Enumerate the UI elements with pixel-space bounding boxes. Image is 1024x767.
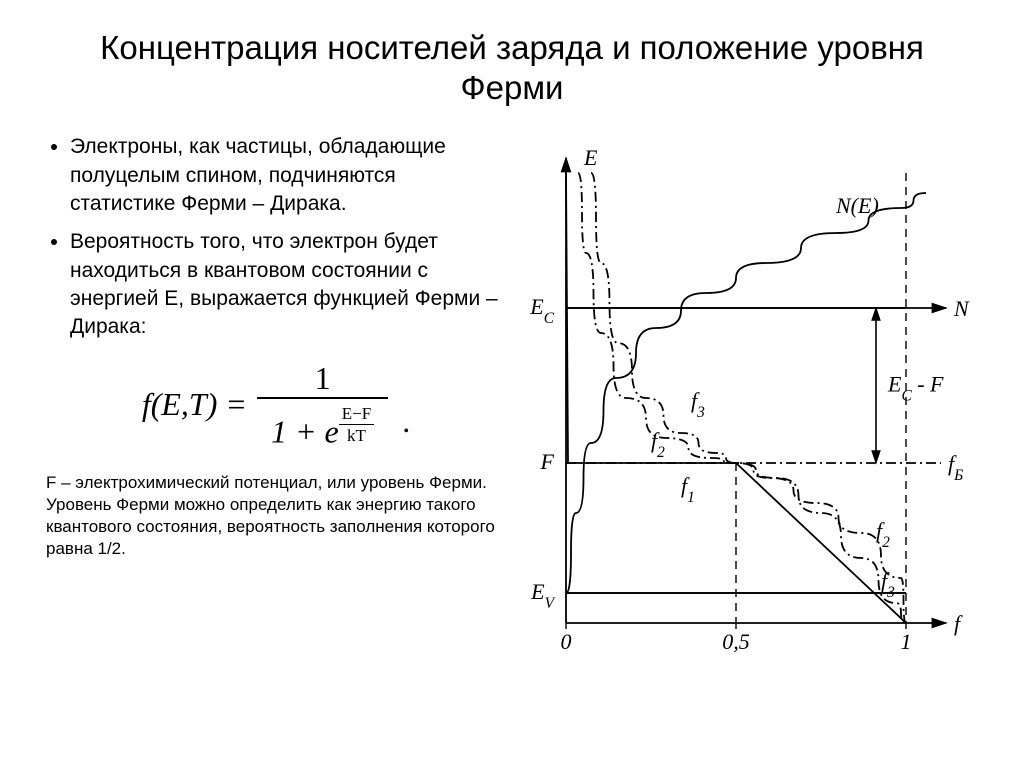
fermi-dirac-formula: f(E,T) = 1 1 + e E−F kT . <box>46 360 506 450</box>
den-prefix: 1 + e <box>271 413 339 449</box>
bullet-list: Электроны, как частицы, обладающие полуц… <box>46 133 506 341</box>
svg-text:f3: f3 <box>691 388 705 421</box>
footnote: F – электрохимический потенциал, или уро… <box>46 472 506 560</box>
formula-fraction: 1 1 + e E−F kT <box>257 360 388 450</box>
right-column: 0 0,5 1 EC F EV Ef N N(E) fБ f1 f2 f3 f2 f3 EC - F <box>506 133 976 698</box>
formula-lhs: f(E,T) = <box>142 386 247 423</box>
svg-text:E: E <box>583 145 598 170</box>
svg-text:fБ: fБ <box>948 451 963 484</box>
svg-text:N: N <box>953 296 970 321</box>
exp-num: E−F <box>339 405 374 425</box>
formula-dot: . <box>402 403 410 450</box>
exp-den: kT <box>339 425 374 444</box>
fermi-chart: 0 0,5 1 EC F EV Ef N N(E) fБ f1 f2 f3 f2 f3 EC - F <box>506 133 976 693</box>
slide-title: Концентрация носителей заряда и положени… <box>46 28 978 107</box>
left-column: Электроны, как частицы, обладающие полуц… <box>46 133 506 698</box>
slide: Концентрация носителей заряда и положени… <box>0 0 1024 767</box>
content-row: Электроны, как частицы, обладающие полуц… <box>46 133 978 698</box>
bullet-item: Вероятность того, что электрон будет нах… <box>70 228 506 341</box>
svg-text:f1: f1 <box>681 473 695 506</box>
svg-text:f2: f2 <box>876 518 890 551</box>
svg-text:f2: f2 <box>651 428 665 461</box>
svg-text:F: F <box>540 449 555 474</box>
bullet-item: Электроны, как частицы, обладающие полуц… <box>70 133 506 218</box>
svg-text:EC: EC <box>529 294 554 327</box>
svg-text:EC - F: EC - F <box>887 372 944 405</box>
svg-text:0: 0 <box>561 629 572 654</box>
svg-text:EV: EV <box>530 579 555 612</box>
svg-text:1: 1 <box>901 629 912 654</box>
svg-text:f: f <box>954 611 963 636</box>
formula-denominator: 1 + e E−F kT <box>257 397 388 450</box>
formula-numerator: 1 <box>257 360 388 397</box>
svg-text:0,5: 0,5 <box>722 629 750 654</box>
svg-text:f3: f3 <box>881 568 895 601</box>
svg-text:N(E): N(E) <box>835 193 879 218</box>
